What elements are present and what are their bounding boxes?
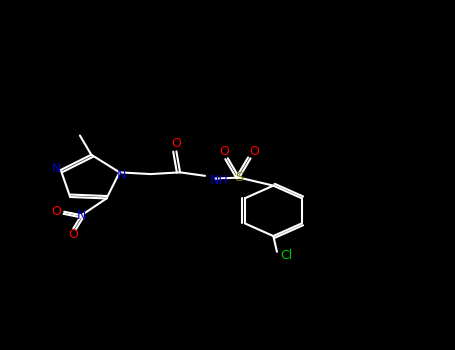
- Text: Cl: Cl: [281, 249, 293, 262]
- Text: NH: NH: [210, 174, 228, 187]
- Text: N: N: [77, 209, 86, 222]
- Text: O: O: [249, 145, 259, 158]
- Text: N: N: [117, 169, 126, 182]
- Text: O: O: [219, 145, 229, 158]
- Text: O: O: [51, 205, 61, 218]
- Text: O: O: [68, 228, 78, 242]
- Text: O: O: [172, 137, 182, 150]
- Text: S: S: [235, 171, 243, 184]
- Text: N: N: [51, 162, 61, 175]
